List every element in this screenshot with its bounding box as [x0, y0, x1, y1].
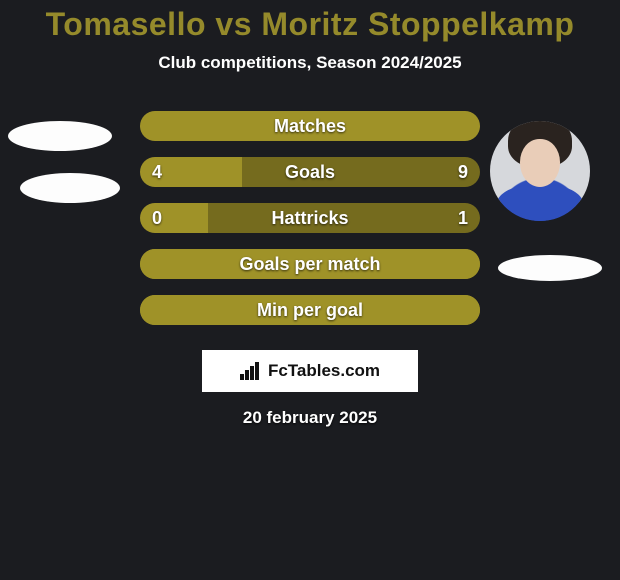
bar-chart-icon [240, 362, 262, 380]
stat-row: Goals per match [140, 249, 480, 279]
right-player-placeholder [498, 255, 602, 281]
page-subtitle: Club competitions, Season 2024/2025 [0, 53, 620, 73]
right-player-photo [490, 121, 590, 221]
left-player-placeholder-2 [20, 173, 120, 203]
brand-badge: FcTables.com [202, 350, 418, 392]
date-text: 20 february 2025 [0, 408, 620, 428]
left-player-placeholder-1 [8, 121, 112, 151]
page-title: Tomasello vs Moritz Stoppelkamp [0, 0, 620, 43]
stat-row: 01Hattricks [140, 203, 480, 233]
stat-row: Min per goal [140, 295, 480, 325]
stat-row: Matches [140, 111, 480, 141]
stat-bars: Matches 49Goals 01Hattricks Goals per match… [140, 111, 480, 341]
brand-text: FcTables.com [268, 361, 380, 381]
stat-row: 49Goals [140, 157, 480, 187]
